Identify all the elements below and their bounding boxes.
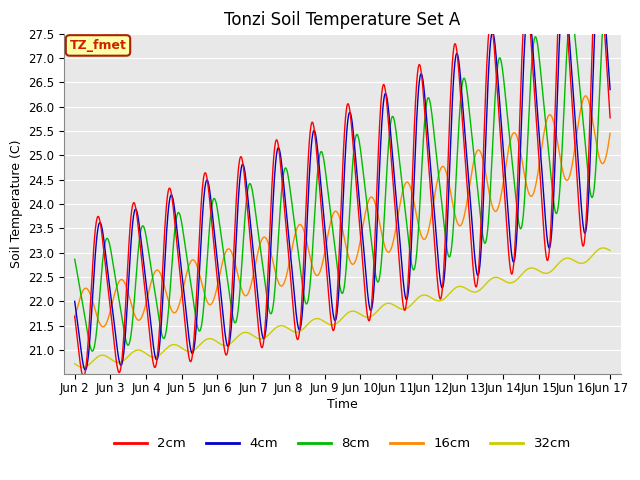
2cm (80, 374, 88, 380)
Legend: 2cm, 4cm, 8cm, 16cm, 32cm: 2cm, 4cm, 8cm, 16cm, 32cm (109, 432, 576, 456)
X-axis label: Time: Time (327, 398, 358, 411)
Title: Tonzi Soil Temperature Set A: Tonzi Soil Temperature Set A (224, 11, 461, 29)
32cm (190, 347, 198, 353)
32cm (599, 245, 607, 251)
32cm (496, 276, 504, 281)
32cm (250, 334, 258, 339)
2cm (177, 281, 185, 287)
32cm (79, 365, 87, 371)
2cm (543, 257, 550, 263)
32cm (543, 270, 550, 276)
32cm (606, 248, 614, 253)
Line: 2cm: 2cm (75, 0, 610, 377)
4cm (250, 256, 258, 262)
16cm (71, 314, 79, 320)
16cm (250, 268, 258, 274)
16cm (606, 131, 614, 136)
16cm (543, 117, 550, 123)
4cm (543, 233, 550, 239)
8cm (496, 55, 504, 61)
8cm (543, 131, 550, 137)
8cm (190, 304, 198, 310)
2cm (71, 313, 79, 319)
4cm (606, 87, 614, 93)
Y-axis label: Soil Temperature (C): Soil Temperature (C) (10, 140, 22, 268)
8cm (71, 256, 79, 262)
2cm (496, 121, 504, 127)
2cm (426, 175, 433, 181)
16cm (496, 200, 504, 205)
2cm (250, 276, 258, 282)
16cm (190, 258, 198, 264)
Text: TZ_fmet: TZ_fmet (70, 39, 127, 52)
4cm (177, 264, 185, 270)
16cm (177, 295, 185, 300)
2cm (606, 115, 614, 120)
4cm (71, 299, 79, 304)
32cm (426, 294, 433, 300)
4cm (81, 367, 89, 373)
8cm (426, 97, 433, 103)
32cm (177, 345, 185, 350)
Line: 8cm: 8cm (75, 0, 610, 351)
8cm (177, 217, 185, 223)
Line: 16cm: 16cm (75, 96, 610, 327)
16cm (582, 93, 589, 99)
4cm (426, 154, 433, 159)
8cm (606, 7, 614, 12)
16cm (426, 222, 433, 228)
2cm (190, 334, 198, 340)
4cm (190, 345, 198, 351)
Line: 32cm: 32cm (75, 248, 610, 368)
32cm (71, 361, 79, 367)
4cm (496, 99, 504, 105)
8cm (250, 199, 258, 204)
16cm (99, 324, 107, 330)
8cm (89, 348, 97, 354)
Line: 4cm: 4cm (75, 0, 610, 370)
